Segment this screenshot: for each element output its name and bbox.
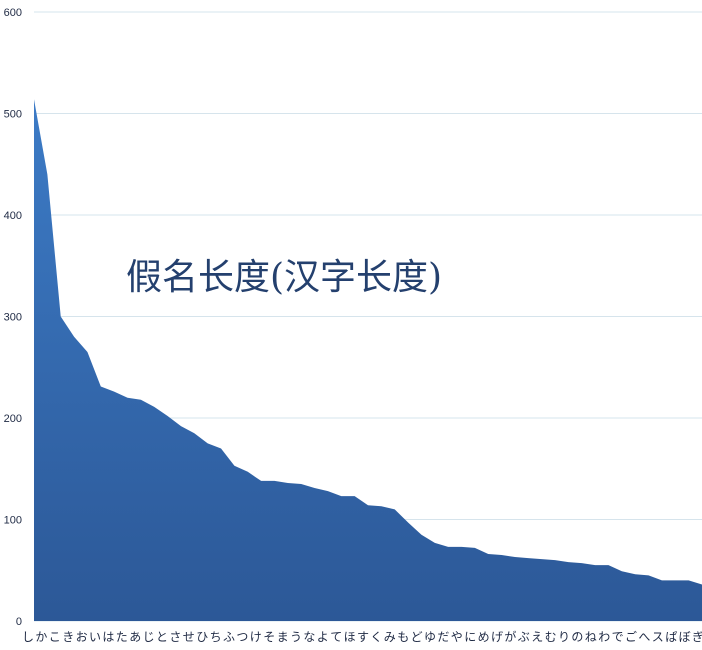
x-tick-label: こ xyxy=(49,630,61,644)
x-tick-label: ぶ xyxy=(518,630,530,644)
y-tick-label: 600 xyxy=(4,7,22,19)
x-tick-label: め xyxy=(478,630,490,644)
x-tick-label: た xyxy=(116,630,128,644)
x-tick-label: で xyxy=(612,630,624,644)
y-tick-label: 300 xyxy=(4,312,22,324)
x-tick-label: そ xyxy=(263,630,275,644)
x-tick-label: ひ xyxy=(196,630,208,644)
x-tick-label: ほ xyxy=(344,630,356,644)
x-tick-label: も xyxy=(397,630,409,644)
x-tick-label: つ xyxy=(236,630,248,644)
x-tick-label: ど xyxy=(411,630,423,644)
x-tick-label: う xyxy=(290,630,302,644)
x-tick-label: し xyxy=(22,630,34,644)
x-tick-label: え xyxy=(531,630,543,644)
x-tick-label: よ xyxy=(317,630,329,644)
x-tick-label: い xyxy=(89,630,101,644)
x-tick-label: ね xyxy=(585,630,597,644)
x-tick-label: へ xyxy=(638,630,650,644)
x-tick-label: や xyxy=(451,630,463,644)
x-tick-label: じ xyxy=(143,630,155,644)
x-tick-label: す xyxy=(357,630,369,644)
x-tick-label: け xyxy=(250,630,262,644)
x-tick-label: わ xyxy=(598,630,610,644)
x-tick-label: ぼ xyxy=(679,630,691,644)
x-tick-label: せ xyxy=(183,630,195,644)
y-tick-label: 200 xyxy=(4,413,22,425)
x-tick-label: り xyxy=(558,630,570,644)
x-tick-label: な xyxy=(303,630,315,644)
chart-title: 假名长度(汉字长度) xyxy=(126,257,442,298)
x-tick-label: む xyxy=(545,630,557,644)
x-tick-label: か xyxy=(35,630,47,644)
y-tick-label: 400 xyxy=(4,210,22,222)
y-tick-label: 100 xyxy=(4,515,22,527)
x-tick-label: は xyxy=(102,630,114,644)
x-tick-label: ご xyxy=(625,629,637,644)
x-axis-ticks: しかこきおいはたあじとさせひちふつけそまうなよてほすくみもどゆだやにめげがぶえむ… xyxy=(22,629,702,644)
x-tick-label: み xyxy=(384,630,396,644)
x-tick-label: ち xyxy=(210,630,222,644)
x-tick-label: ふ xyxy=(223,630,235,644)
x-tick-label: の xyxy=(571,630,583,644)
y-tick-label: 500 xyxy=(4,109,22,121)
x-tick-label: て xyxy=(330,630,342,644)
y-axis-ticks: 0 100 200 300 400 500 600 xyxy=(4,7,22,628)
x-tick-label: に xyxy=(464,630,476,644)
x-tick-label: が xyxy=(504,629,516,644)
area-series xyxy=(34,99,702,622)
x-tick-label: ま xyxy=(277,630,289,644)
x-tick-label: く xyxy=(370,630,382,644)
x-tick-label: ぎ xyxy=(692,630,702,644)
x-tick-label: げ xyxy=(491,630,503,644)
x-tick-label: ス xyxy=(652,630,664,644)
x-tick-label: お xyxy=(76,630,88,644)
y-tick-label: 0 xyxy=(16,616,22,628)
x-tick-label: さ xyxy=(169,630,181,644)
x-tick-label: あ xyxy=(129,630,141,644)
x-tick-label: き xyxy=(62,630,74,644)
x-tick-label: と xyxy=(156,630,168,644)
x-tick-label: だ xyxy=(437,630,449,644)
x-tick-label: ゆ xyxy=(424,630,436,644)
x-tick-label: ぱ xyxy=(665,630,677,644)
